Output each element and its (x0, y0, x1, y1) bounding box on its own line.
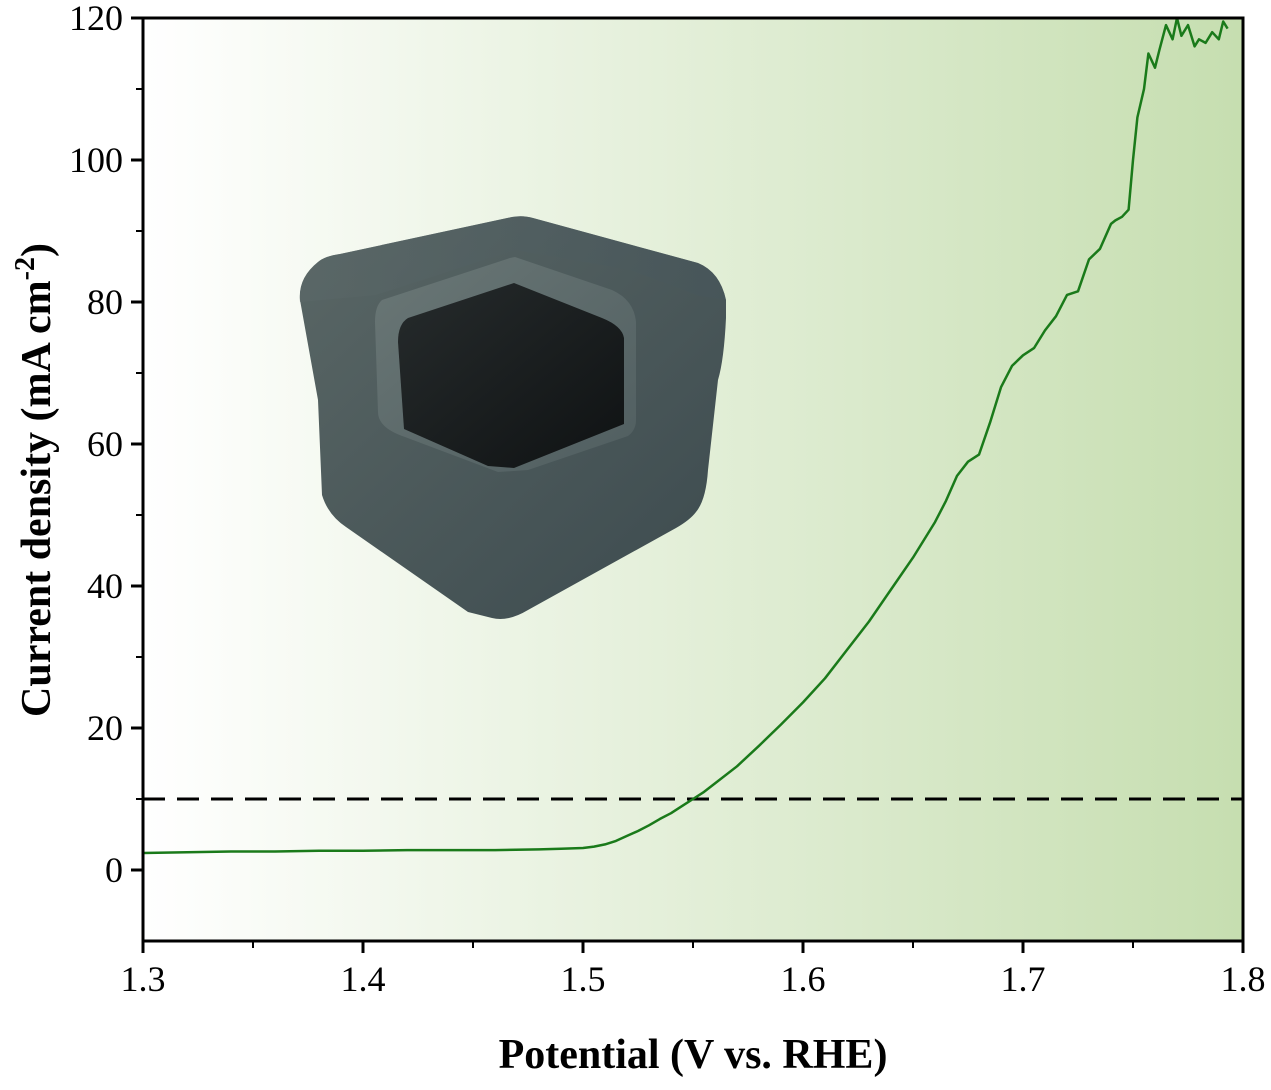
y-tick-label: 60 (87, 424, 123, 464)
cube-hollow-interior (398, 283, 624, 468)
x-tick-label: 1.3 (121, 959, 166, 999)
x-tick-label: 1.5 (561, 959, 606, 999)
y-axis-title: Current density (mA cm-2) (10, 243, 60, 717)
y-tick-label: 100 (69, 140, 123, 180)
y-axis-title-main: Current density (mA cm (14, 280, 60, 717)
series-line-lsv (143, 18, 1229, 855)
y-tick-label: 120 (69, 0, 123, 38)
cube-top-face (299, 216, 726, 302)
y-tick-label: 0 (105, 850, 123, 890)
x-tick-label: 1.6 (781, 959, 826, 999)
y-tick-label: 20 (87, 708, 123, 748)
y-tick-label: 40 (87, 566, 123, 606)
x-tick-label: 1.7 (1001, 959, 1046, 999)
y-axis-title-superscript: -2 (10, 257, 41, 280)
x-axis: 1.3 1.4 1.5 1.6 1.7 1.8 (121, 941, 1266, 999)
x-tick-label: 1.4 (341, 959, 386, 999)
hollow-cube-illustration (299, 216, 726, 619)
x-axis-title: Potential (V vs. RHE) (499, 1032, 888, 1078)
y-axis-title-end: ) (14, 243, 60, 257)
y-axis: 0 20 40 60 80 100 120 (69, 0, 143, 890)
y-tick-label: 80 (87, 282, 123, 322)
x-tick-label: 1.8 (1221, 959, 1266, 999)
